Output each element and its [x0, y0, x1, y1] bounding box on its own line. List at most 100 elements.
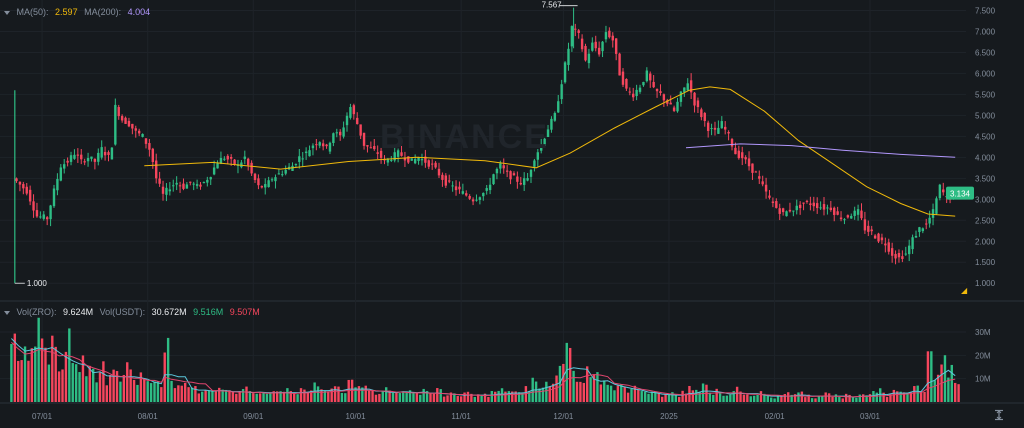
time-tick-label: 10/01	[346, 412, 367, 421]
candle-body	[22, 184, 25, 189]
candle-body	[526, 178, 529, 181]
candle-body	[120, 116, 124, 121]
volume-bar	[470, 393, 473, 402]
last-price-label: 3.134	[950, 190, 971, 199]
price-tick-label: 6.000	[975, 69, 996, 78]
candle-body	[938, 184, 942, 199]
volume-bar	[545, 381, 548, 402]
candle-body	[584, 45, 587, 61]
candle-body	[356, 117, 359, 125]
volume-bar	[241, 389, 245, 402]
candle-body	[850, 215, 853, 219]
ma-legend: MA(50): 2.597 MA(200): 4.004	[4, 7, 154, 17]
volume-bar	[361, 387, 364, 402]
candle-body	[475, 199, 478, 201]
volume-bar	[262, 392, 265, 402]
candle-body	[764, 184, 768, 192]
volume-bar	[575, 381, 579, 402]
ma50-label: MA(50):	[16, 7, 49, 17]
candle-body	[833, 207, 836, 215]
candle-body	[352, 105, 356, 115]
candle-body	[553, 113, 557, 121]
volume-bar	[810, 398, 814, 402]
volume-bar	[422, 388, 425, 402]
candle-body	[349, 107, 352, 118]
candle-body	[471, 199, 475, 202]
price-axis[interactable]: 1.000 1.500 2.000 2.500 3.000 3.500 4.000 4.500…	[975, 6, 996, 288]
volume-bar	[119, 381, 122, 402]
candle-body	[304, 151, 308, 154]
candle-body	[131, 123, 134, 129]
candle-body	[662, 94, 666, 101]
volume-bar	[749, 396, 752, 402]
time-axis[interactable]: 07/01 08/01 09/01 10/01 11/01 12/01 2025 02/01 0…	[32, 412, 881, 421]
vol-usdt-label: Vol(USDT):	[99, 307, 146, 317]
volume-bar	[344, 393, 347, 402]
volume-bar	[565, 342, 568, 402]
collapse-chevron-icon[interactable]	[4, 10, 10, 15]
volume-bar	[71, 363, 74, 402]
collapse-chevron-icon[interactable]	[4, 310, 10, 315]
volume-axis[interactable]: 10M 20M 30M	[975, 328, 991, 384]
candle-body	[853, 210, 856, 216]
volume-bar	[511, 391, 514, 402]
candle-body	[516, 176, 519, 182]
volume-bar	[623, 386, 626, 402]
candle-body	[638, 87, 642, 92]
volume-bar	[650, 391, 654, 402]
volume-bar	[10, 344, 13, 402]
candle-body	[918, 227, 921, 233]
candle-body	[189, 181, 192, 183]
volume-bar	[592, 374, 596, 402]
volume-bar	[122, 374, 126, 402]
volume-bar	[51, 335, 54, 402]
vol-ma2-value: 9.507M	[229, 307, 260, 317]
volume-bar	[783, 393, 787, 402]
scale-toggle-icon[interactable]: ◢	[961, 286, 968, 295]
candle-body	[73, 154, 76, 159]
volume-bar	[34, 346, 37, 402]
candle-body	[907, 245, 911, 255]
candle-body	[328, 142, 332, 152]
volume-bar	[310, 390, 313, 402]
price-markers: 7.567 1.000 3.134	[14, 1, 974, 288]
candle-body	[826, 207, 829, 209]
candle-body	[424, 156, 427, 163]
volume-bar	[909, 392, 913, 402]
candle-body	[560, 84, 563, 100]
candle-body	[856, 209, 860, 215]
volume-bar	[804, 397, 807, 402]
ma200-value: 4.004	[127, 7, 151, 17]
candle-body	[540, 144, 543, 151]
candle-body	[887, 242, 890, 252]
volume-bar	[180, 385, 183, 402]
vol-zro-label: Vol(ZRO):	[16, 307, 57, 317]
candle-body	[570, 26, 574, 47]
candle-body	[911, 237, 914, 250]
volume-bar	[831, 396, 834, 402]
volume-bar	[64, 351, 68, 402]
volume-bar	[170, 380, 173, 402]
volume-bar	[13, 333, 17, 402]
candle-body	[880, 237, 884, 241]
candle-body	[533, 160, 536, 167]
volume-bar	[739, 391, 742, 402]
volume-bar	[817, 396, 821, 402]
candle-body	[260, 186, 264, 188]
volume-bar	[507, 391, 511, 402]
candle-body	[277, 173, 281, 175]
axis-settings-icon[interactable]	[993, 409, 1005, 421]
candle-body	[301, 158, 304, 160]
volume-bar	[497, 390, 500, 402]
volume-bar	[146, 381, 149, 402]
candle-body	[223, 158, 226, 160]
volume-bar	[603, 380, 606, 402]
candle-body	[178, 185, 182, 187]
low-price-label: 1.000	[27, 279, 48, 288]
candle-body	[492, 174, 495, 185]
volume-bar	[517, 392, 521, 402]
volume-bar	[722, 395, 725, 402]
volume-bar	[770, 397, 773, 402]
candle-body	[625, 78, 628, 89]
